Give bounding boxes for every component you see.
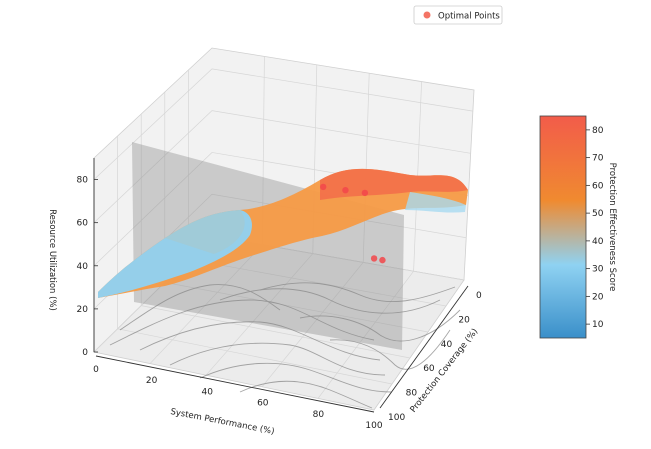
optimal-point xyxy=(379,256,386,264)
y-tick-label: 0 xyxy=(476,291,482,301)
y-tick-label: 20 xyxy=(458,315,470,325)
legend-marker xyxy=(423,11,431,19)
optimal-point xyxy=(361,189,369,197)
floor-contours xyxy=(109,282,461,409)
x-tick-label: 60 xyxy=(257,399,269,409)
x-axis-ticks: 0 20 40 60 80 100 xyxy=(93,365,383,431)
axes-lines xyxy=(93,158,469,413)
colorbar: 10 20 30 40 50 60 70 80 Protection Effectivenes… xyxy=(539,115,617,339)
legend-label: Optimal Points xyxy=(438,12,500,22)
colorbar-tick-label: 20 xyxy=(592,292,604,302)
colorbar-gradient xyxy=(539,115,587,339)
z-tick-label: 20 xyxy=(77,305,89,315)
x-tick-label: 0 xyxy=(93,365,99,375)
y-tick-label: 80 xyxy=(406,389,418,399)
colorbar-tick-label: 30 xyxy=(592,265,604,275)
y-tick-label: 100 xyxy=(388,413,405,423)
optimal-points xyxy=(320,183,386,264)
colorbar-tick-label: 70 xyxy=(592,154,604,164)
colorbar-tick-label: 80 xyxy=(592,126,604,136)
z-tick-label: 60 xyxy=(77,219,89,229)
x-axis-label: System Performance (%) xyxy=(170,407,276,437)
x-tick-label: 80 xyxy=(313,410,325,420)
surface xyxy=(98,168,468,298)
z-axis-ticks: 0 20 40 60 80 xyxy=(77,176,98,358)
x-tick-label: 20 xyxy=(146,376,158,386)
colorbar-tick-label: 40 xyxy=(592,237,604,247)
colorbar-tick-label: 50 xyxy=(592,209,604,219)
colorbar-tick-label: 60 xyxy=(592,181,604,191)
z-axis-label: Resource Utilization (%) xyxy=(47,209,57,311)
y-axis-ticks: 0 20 40 60 80 100 xyxy=(388,291,482,423)
colorbar-label: Protection Effectiveness Score xyxy=(607,163,617,292)
colorbar-tick-label: 10 xyxy=(592,320,604,330)
x-tick-label: 100 xyxy=(365,421,382,431)
optimal-point xyxy=(342,186,349,194)
optimal-point xyxy=(320,183,327,191)
z-tick-label: 40 xyxy=(77,262,89,272)
y-tick-label: 40 xyxy=(441,340,453,350)
z-tick-label: 0 xyxy=(82,348,88,358)
z-tick-label: 80 xyxy=(77,176,89,186)
optimal-point xyxy=(370,255,378,262)
colorbar-ticks: 10 20 30 40 50 60 70 80 xyxy=(586,126,604,330)
x-tick-label: 40 xyxy=(201,387,213,397)
legend: Optimal Points xyxy=(413,5,503,25)
y-tick-label: 60 xyxy=(423,364,435,374)
